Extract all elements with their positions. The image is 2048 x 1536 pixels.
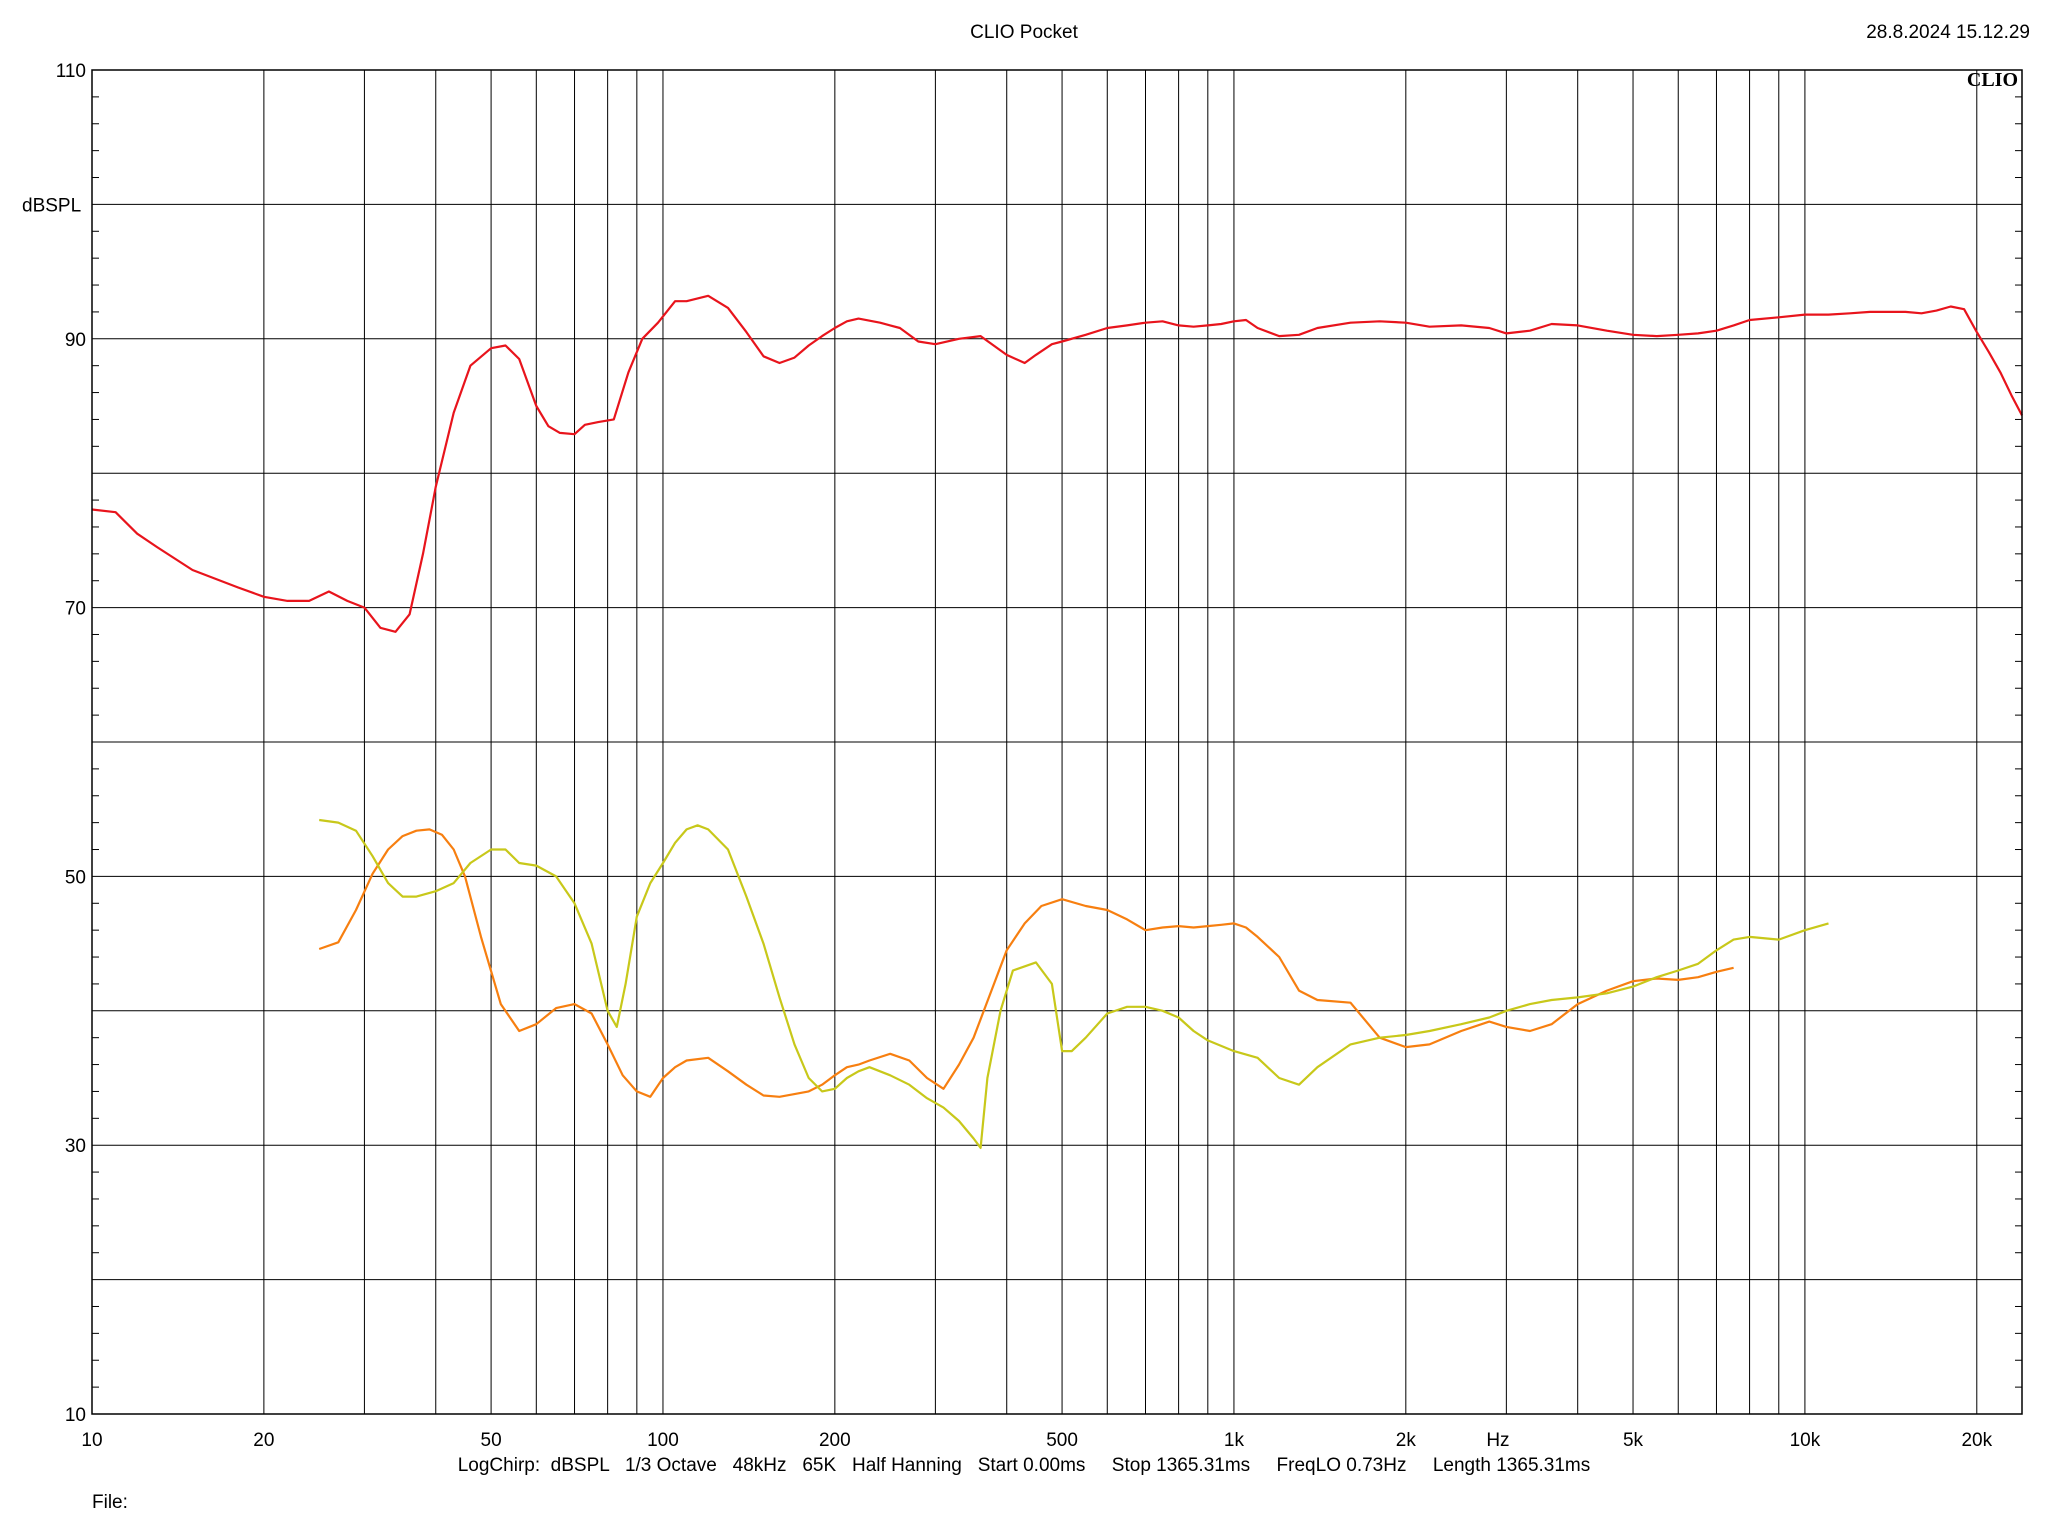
curve-red	[91, 294, 2023, 633]
x-tick-label: 100	[647, 1430, 679, 1451]
x-tick-label: 5k	[1623, 1430, 1644, 1451]
y-tick-label: 70	[65, 599, 86, 620]
y-tick-label: 50	[65, 867, 86, 888]
x-tick-label: 10k	[1790, 1430, 1821, 1451]
x-tick-label: 20k	[1961, 1430, 1992, 1451]
chart-title: CLIO Pocket	[970, 22, 1078, 43]
y-tick-label: 10	[65, 1405, 86, 1426]
x-tick-label: 10	[81, 1430, 102, 1451]
y-tick-label: 110	[56, 61, 86, 82]
curve-yellow	[319, 818, 1829, 1150]
y-tick-label: 30	[65, 1136, 86, 1157]
x-tick-label: 2k	[1396, 1430, 1417, 1451]
x-tick-label: 20	[253, 1430, 274, 1451]
x-tick-label: 200	[819, 1430, 851, 1451]
file-label: File:	[92, 1492, 128, 1513]
x-tick-label: 50	[481, 1430, 502, 1451]
grid	[91, 70, 2022, 1414]
tick-labels: 10 20 50 100 200 500 1k 2k 5k 10k 20k 10 30 50 70 90 110	[56, 61, 1993, 1451]
clio-logo: CLIO	[1967, 69, 2018, 91]
y-tick-label: 90	[65, 330, 86, 351]
curves	[91, 294, 2023, 1150]
x-axis-label: Hz	[1486, 1430, 1509, 1451]
curve-orange	[318, 828, 1734, 1098]
plot-frame	[91, 69, 2023, 1415]
x-tick-label: 1k	[1224, 1430, 1245, 1451]
measurement-settings: LogChirp: dBSPL 1/3 Octave 48kHz 65K Hal…	[457, 1455, 1591, 1476]
x-tick-label: 500	[1046, 1430, 1078, 1451]
timestamp: 28.8.2024 15.12.29	[1866, 22, 2030, 43]
y-axis-label: dBSPL	[22, 195, 81, 216]
